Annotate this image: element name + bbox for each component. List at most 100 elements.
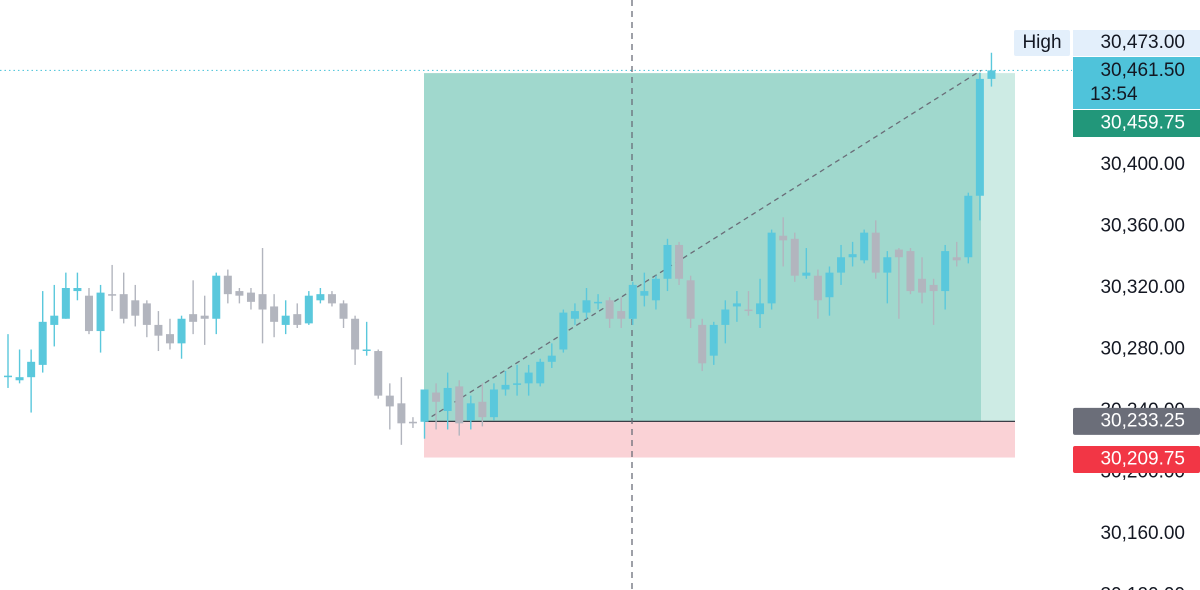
candle-body	[813, 275, 822, 301]
candle-body	[385, 395, 394, 407]
loss-zone	[424, 421, 1015, 458]
candle-body	[455, 386, 464, 424]
candle-body	[50, 315, 59, 325]
candle-body	[327, 294, 336, 304]
last-price-box	[1073, 57, 1200, 109]
high-name: High	[1022, 32, 1061, 53]
candle-body	[651, 278, 660, 301]
candle-body	[767, 232, 776, 304]
candle-body	[732, 303, 741, 307]
candle-body	[871, 232, 880, 273]
candle-body	[397, 403, 406, 424]
y-tick-label: 30,160.00	[1100, 523, 1185, 544]
candle-body	[825, 272, 834, 298]
candle-body	[628, 284, 637, 319]
candle-body	[270, 306, 279, 322]
entry-box	[1073, 407, 1200, 435]
entry-price: 30,233.25	[1100, 410, 1185, 431]
candle-body	[432, 392, 441, 402]
candle-body	[177, 318, 186, 344]
price-axis: 30,120.0030,160.0030,200.0030,240.0030,2…	[1100, 154, 1185, 590]
candle-body	[594, 301, 603, 304]
y-tick-label: 30,120.00	[1100, 585, 1185, 590]
candles	[4, 52, 996, 445]
candle-body	[73, 288, 82, 292]
high-value: 30,473.00	[1100, 32, 1185, 53]
candle-body	[941, 251, 950, 292]
candle-body	[501, 384, 510, 390]
candle-body	[466, 403, 475, 421]
high-name-box	[1014, 30, 1070, 56]
candle-body	[420, 389, 429, 422]
candle-body	[258, 294, 267, 310]
y-tick-label: 30,400.00	[1100, 154, 1185, 175]
candle-body	[952, 257, 961, 261]
candle-body	[536, 361, 545, 384]
candle-body	[478, 401, 487, 418]
candle-body	[165, 334, 174, 344]
candle-body	[489, 389, 498, 418]
candle-body	[848, 254, 857, 258]
candle-body	[698, 324, 707, 364]
candle-body	[570, 311, 579, 319]
candle-body	[235, 291, 244, 296]
candle-body	[987, 70, 996, 79]
candle-body	[744, 309, 753, 312]
candle-body	[293, 314, 302, 325]
price-labels: High 30,473.00 30,461.50 13:54 30,459.75 30,2…	[1014, 30, 1200, 474]
candle-body	[351, 318, 360, 350]
stop-price: 30,209.75	[1100, 449, 1185, 470]
candle-body	[61, 288, 70, 319]
candle-body	[304, 295, 313, 324]
target-price: 30,459.75	[1100, 113, 1185, 134]
stop-box	[1073, 446, 1200, 474]
candle-body	[894, 249, 903, 258]
candle-body	[408, 421, 417, 424]
candle-body	[131, 300, 140, 316]
candle-body	[339, 303, 348, 319]
candle-body	[675, 244, 684, 279]
candle-body	[640, 291, 649, 296]
candle-body	[374, 351, 383, 396]
candle-body	[142, 303, 151, 325]
candle-body	[929, 284, 938, 292]
candle-body	[189, 314, 198, 322]
candle-body	[362, 349, 371, 352]
candle-body	[119, 294, 128, 319]
y-tick-label: 30,360.00	[1100, 216, 1185, 237]
candle-body	[154, 324, 163, 336]
candle-body	[663, 244, 672, 279]
candle-body	[756, 303, 765, 315]
candle-body	[860, 232, 869, 261]
high-value-box	[1073, 30, 1200, 56]
candle-body	[84, 295, 93, 332]
candle-body	[316, 294, 325, 301]
candle-body	[96, 292, 105, 332]
candle-body	[443, 387, 452, 412]
candle-body	[4, 375, 12, 378]
candle-body	[975, 78, 984, 196]
candle-body	[559, 312, 568, 350]
countdown: 13:54	[1090, 84, 1138, 105]
candle-body	[547, 355, 556, 362]
candle-body	[582, 300, 591, 313]
y-tick-label: 30,280.00	[1100, 339, 1185, 360]
candle-body	[964, 195, 973, 258]
candle-body	[212, 275, 221, 319]
candle-body	[686, 280, 695, 319]
candle-body	[27, 361, 36, 378]
y-tick-label: 30,320.00	[1100, 277, 1185, 298]
candle-body	[779, 235, 788, 241]
candle-body	[605, 300, 614, 319]
candle-body	[883, 257, 892, 273]
candle-body	[802, 272, 811, 276]
candle-body	[790, 238, 799, 276]
candle-body	[906, 251, 915, 292]
target-box	[1073, 110, 1200, 137]
candle-body	[281, 315, 290, 325]
candle-body	[108, 294, 117, 296]
candle-body	[223, 275, 232, 295]
candle-body	[721, 309, 730, 325]
candle-body	[200, 315, 209, 319]
